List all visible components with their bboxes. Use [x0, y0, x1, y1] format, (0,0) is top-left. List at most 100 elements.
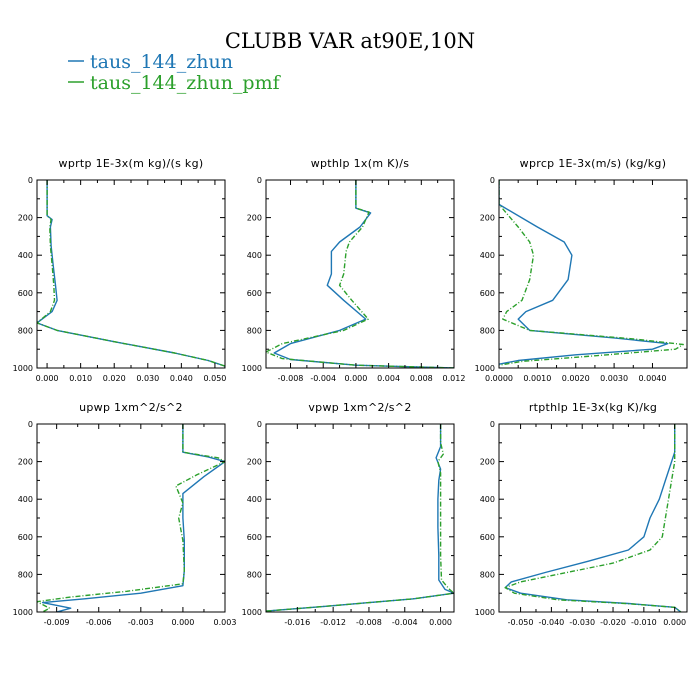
y-tick-label: 200: [247, 214, 262, 223]
series-line-0: [37, 180, 225, 368]
figure-title: CLUBB VAR at90E,10N: [225, 29, 475, 53]
y-tick-label: 400: [480, 495, 495, 504]
y-tick-label: 1000: [242, 608, 262, 617]
y-tick-label: 1000: [475, 364, 495, 373]
x-tick-label: 0.004: [377, 374, 400, 383]
x-tick-label: 0.050: [203, 374, 226, 383]
y-tick-label: 600: [247, 289, 262, 298]
y-tick-label: 0: [28, 176, 33, 185]
legend-label-0: taus_144_zhun: [90, 51, 233, 73]
y-tick-label: 600: [18, 533, 33, 542]
y-tick-label: 400: [18, 495, 33, 504]
x-tick-label: -0.004: [392, 618, 418, 627]
x-tick-label: -0.006: [86, 618, 112, 627]
x-tick-label: 0.008: [410, 374, 433, 383]
x-tick-label: 0.000: [36, 374, 59, 383]
y-tick-label: 800: [480, 570, 495, 579]
series-line-1: [499, 180, 684, 366]
series-line-1: [37, 424, 225, 612]
y-tick-label: 400: [247, 495, 262, 504]
series-line-1: [266, 424, 454, 612]
x-tick-label: -0.040: [538, 618, 564, 627]
plot-frame: [265, 179, 455, 369]
chart-panel-2: wprcp 1E-3x(m/s) (kg/kg) 0 200 400 600 800 100…: [475, 157, 688, 383]
series-line-1: [266, 180, 454, 368]
x-tick-label: -0.010: [631, 618, 657, 627]
y-tick-label: 200: [18, 458, 33, 467]
plot-frame: [36, 423, 226, 613]
series-line-0: [499, 180, 669, 365]
x-tick-label: -0.009: [44, 618, 70, 627]
x-tick-label: -0.050: [508, 618, 534, 627]
y-tick-label: 0: [257, 176, 262, 185]
x-tick-label: 0.000: [344, 374, 367, 383]
x-tick-label: -0.030: [569, 618, 595, 627]
plot-frame: [265, 423, 455, 613]
series-line-1: [37, 180, 225, 368]
x-tick-label: -0.016: [284, 618, 310, 627]
panel-title: wprcp 1E-3x(m/s) (kg/kg): [520, 157, 667, 170]
y-tick-label: 400: [247, 251, 262, 260]
x-tick-label: 0.010: [69, 374, 92, 383]
x-tick-label: 0.0040: [638, 374, 666, 383]
y-tick-label: 800: [18, 326, 33, 335]
x-tick-label: 0.012: [443, 374, 466, 383]
plot-frame: [498, 179, 688, 369]
y-tick-label: 0: [490, 176, 495, 185]
y-tick-label: 600: [480, 533, 495, 542]
chart-panel-3: upwp 1xm^2/s^2 0 200 400 600 800 1000 -0.009 -0.…: [13, 401, 237, 627]
chart-panels: wprtp 1E-3x(m kg)/(s kg) 0 200 400 600 800 100…: [13, 157, 688, 627]
x-tick-label: 0.0030: [600, 374, 628, 383]
legend-label-1: taus_144_zhun_pmf: [90, 72, 282, 94]
x-tick-label: -0.008: [356, 618, 382, 627]
y-tick-label: 200: [480, 458, 495, 467]
x-tick-label: 0.003: [214, 618, 237, 627]
series-line-0: [266, 424, 454, 612]
panel-title: wprtp 1E-3x(m kg)/(s kg): [59, 157, 204, 170]
y-tick-label: 200: [18, 214, 33, 223]
y-tick-label: 0: [490, 420, 495, 429]
panel-title: wpthlp 1x(m K)/s: [311, 157, 410, 170]
plot-frame: [498, 423, 688, 613]
x-tick-label: -0.012: [320, 618, 346, 627]
x-tick-label: -0.008: [278, 374, 304, 383]
series-line-0: [273, 180, 454, 368]
x-tick-label: -0.003: [128, 618, 154, 627]
x-tick-label: 0.000: [429, 618, 452, 627]
y-tick-label: 0: [257, 420, 262, 429]
y-tick-label: 1000: [475, 608, 495, 617]
x-tick-label: 0.000: [171, 618, 194, 627]
chart-panel-5: rtpthlp 1E-3x(kg K)/kg 0 200 400 600 800 1000 -…: [475, 401, 688, 627]
x-tick-label: 0.000: [663, 618, 686, 627]
y-tick-label: 600: [18, 289, 33, 298]
panel-title: upwp 1xm^2/s^2: [79, 401, 183, 414]
x-tick-label: 0.0020: [562, 374, 590, 383]
chart-panel-4: vpwp 1xm^2/s^2 0 200 400 600 800 1000 -0.016 -0.…: [242, 401, 455, 627]
y-tick-label: 800: [480, 326, 495, 335]
series-line-0: [41, 424, 225, 612]
chart-panel-1: wpthlp 1x(m K)/s 0 200 400 600 800 1000 -0.008-…: [242, 157, 466, 383]
x-tick-label: 0.040: [170, 374, 193, 383]
y-tick-label: 800: [247, 570, 262, 579]
y-tick-label: 0: [28, 420, 33, 429]
y-tick-label: 1000: [13, 364, 33, 373]
y-tick-label: 200: [247, 458, 262, 467]
plot-frame: [36, 179, 226, 369]
series-line-1: [504, 424, 682, 612]
x-tick-label: 0.020: [103, 374, 126, 383]
y-tick-label: 1000: [242, 364, 262, 373]
y-tick-label: 800: [247, 326, 262, 335]
y-tick-label: 800: [18, 570, 33, 579]
x-tick-label: 0.0000: [485, 374, 513, 383]
chart-panel-0: wprtp 1E-3x(m kg)/(s kg) 0 200 400 600 800 100…: [13, 157, 227, 383]
y-tick-label: 600: [247, 533, 262, 542]
y-tick-label: 1000: [13, 608, 33, 617]
panel-title: rtpthlp 1E-3x(kg K)/kg: [529, 401, 657, 414]
y-tick-label: 600: [480, 289, 495, 298]
y-tick-label: 200: [480, 214, 495, 223]
y-tick-label: 400: [480, 251, 495, 260]
x-tick-label: -0.020: [600, 618, 626, 627]
x-tick-label: 0.030: [136, 374, 159, 383]
